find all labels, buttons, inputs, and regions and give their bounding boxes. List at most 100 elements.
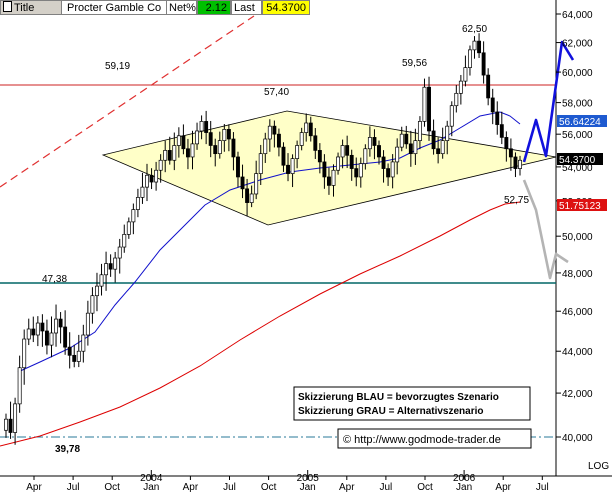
candle-body: [513, 156, 518, 169]
price-tag-red: 51.75123: [557, 199, 607, 212]
candle-body: [404, 133, 409, 145]
candle-body: [431, 130, 436, 150]
candle-body: [413, 140, 418, 155]
candle-body: [172, 145, 177, 161]
grey-scenario-sketch: [522, 179, 569, 280]
level-label-1: 59,19: [105, 61, 130, 72]
x-month-label: Apr: [339, 482, 355, 492]
candle-body: [481, 52, 486, 76]
candle-body: [386, 168, 391, 178]
x-month-label: Oct: [417, 482, 433, 492]
y-tick-label: 60,000: [562, 68, 593, 79]
y-tick-label: 46,000: [562, 307, 593, 318]
netpct-value: 2.12: [205, 2, 227, 14]
candle-body: [208, 132, 213, 146]
candle-body: [72, 354, 77, 362]
candle-body: [490, 97, 495, 113]
x-month-label: Jul: [67, 482, 80, 492]
x-month-label: Jan: [456, 482, 472, 492]
x-month-label: Oct: [261, 482, 277, 492]
candle-body: [468, 49, 472, 68]
candle-body: [85, 312, 90, 336]
price-tag-last-text: 54.3700: [559, 155, 596, 166]
y-tick-label: 54,000: [562, 163, 593, 174]
title-cell[interactable]: Title: [0, 0, 62, 15]
moving-average-fast: [17, 111, 521, 373]
candle-body: [113, 257, 118, 270]
price-tag-blue-text: 56.64224: [559, 117, 601, 128]
x-month-label: Apr: [495, 482, 511, 492]
x-year-label: 2005: [297, 473, 320, 484]
candle-body: [90, 295, 95, 314]
candle-body: [54, 318, 58, 334]
title-label: Title: [14, 2, 35, 14]
candle-body: [417, 121, 422, 141]
level-label-3: 59,56: [402, 58, 427, 69]
candle-body: [454, 92, 459, 107]
candle-body: [518, 159, 522, 169]
candle-body: [408, 143, 413, 155]
candle-body: [499, 124, 504, 138]
blue-scenario-sketch: [522, 40, 575, 163]
scenario-legend-box: Skizzierung BLAU = bevorzugtes Szenario …: [293, 386, 531, 421]
netpct-label: Net%: [169, 2, 196, 14]
candle-body: [236, 156, 240, 178]
candle-body: [263, 138, 268, 155]
candle-body: [377, 145, 381, 158]
copyright-text: © http://www.godmode-trader.de: [343, 434, 501, 446]
candle-body: [17, 367, 22, 405]
candle-body: [199, 121, 204, 132]
candle-body: [504, 137, 509, 150]
y-tick-label: 58,000: [562, 99, 593, 110]
candle-body: [158, 159, 163, 171]
candle-body: [154, 169, 159, 183]
candle-body: [354, 168, 359, 178]
candle-body: [22, 338, 27, 369]
candle-body: [99, 274, 104, 287]
candle-body: [254, 173, 259, 195]
candle-body: [286, 164, 290, 174]
candle-body: [4, 418, 8, 431]
moving-average-slow: [0, 201, 521, 447]
candle-body: [149, 174, 154, 183]
y-tick-label: 48,000: [562, 269, 593, 280]
candle-body: [222, 129, 227, 141]
candle-body: [226, 129, 231, 140]
candle-body: [363, 148, 368, 164]
candle-body: [13, 403, 18, 433]
candle-body: [122, 234, 127, 248]
candle-body: [217, 140, 222, 155]
candle-body: [290, 158, 295, 174]
candle-body: [240, 176, 245, 190]
candle-body: [249, 193, 254, 203]
x-axis: Apr Jul Oct Jan Apr Jul Oct Jan Apr Jul Oct Jan Apr J…: [26, 470, 549, 492]
candle-body: [76, 350, 81, 362]
y-tick-label: 40,000: [562, 433, 593, 444]
instrument-label: Procter Gamble Co: [67, 2, 162, 14]
candle-body: [195, 130, 199, 145]
candle-body: [31, 328, 36, 336]
last-label: Last: [234, 2, 255, 14]
last-value: 54.3700: [266, 2, 306, 14]
title-icon: [3, 1, 12, 12]
y-tick-label: 50,000: [562, 232, 593, 243]
candle-body: [35, 322, 40, 336]
candle-body: [336, 156, 341, 171]
level-label-4: 62,50: [462, 24, 487, 35]
y-axis: 40,00042,00044,00046,00048,00050,00052,0…: [556, 10, 593, 444]
candle-body: [308, 122, 313, 137]
candle-body: [204, 121, 209, 133]
candle-body: [381, 156, 386, 169]
x-year-label: 2006: [453, 473, 476, 484]
candle-body: [163, 150, 168, 161]
candle-body: [104, 263, 109, 276]
candle-body: [495, 111, 500, 125]
copyright-box: © http://www.godmode-trader.de: [337, 428, 532, 449]
candle-body: [140, 186, 145, 198]
candle-body: [340, 145, 345, 158]
y-tick-label: 42,000: [562, 389, 593, 400]
candle-body: [472, 40, 477, 51]
x-year-label: 2004: [140, 473, 163, 484]
